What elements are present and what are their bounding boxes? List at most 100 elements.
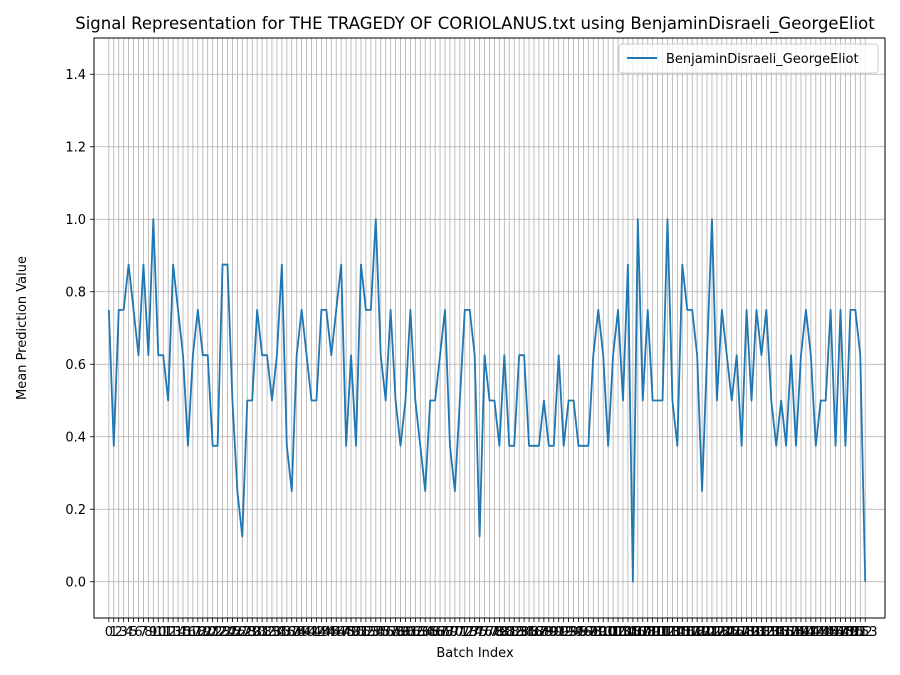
x-tick-label: 110 <box>640 625 665 640</box>
x-tick-label: 36 <box>279 625 296 640</box>
x-tick-label: 51 <box>353 625 370 640</box>
x-tick-label: 91 <box>550 625 567 640</box>
x-tick-label: 136 <box>769 625 794 640</box>
x-tick-label: 97 <box>580 625 597 640</box>
x-tick-label: 58 <box>387 625 404 640</box>
x-tick-label: 113 <box>655 625 680 640</box>
x-tick-label: 149 <box>833 625 858 640</box>
x-tick-label: 33 <box>264 625 281 640</box>
x-tick-label: 78 <box>486 625 503 640</box>
x-tick-label: 85 <box>521 625 538 640</box>
x-tick-label: 61 <box>402 625 419 640</box>
x-tick-label: 132 <box>749 625 774 640</box>
x-tick-label: 6 <box>134 625 142 640</box>
x-tick-label: 108 <box>630 625 655 640</box>
y-tick-label: 1.0 <box>65 213 86 228</box>
x-tick-label: 147 <box>823 625 848 640</box>
x-tick-label: 65 <box>422 625 439 640</box>
y-tick-label: 0.6 <box>65 358 86 373</box>
x-tick-label: 28 <box>239 625 256 640</box>
x-tick-label: 67 <box>432 625 449 640</box>
x-grid <box>108 38 866 618</box>
x-tick-label: 93 <box>560 625 577 640</box>
x-tick-label: 57 <box>382 625 399 640</box>
x-tick-label: 89 <box>541 625 558 640</box>
x-tick-label: 86 <box>526 625 543 640</box>
x-tick-label: 134 <box>759 625 784 640</box>
x-tick-label: 0 <box>105 625 113 640</box>
x-tick-label: 109 <box>635 625 660 640</box>
x-tick-label: 143 <box>803 625 828 640</box>
x-tick-label: 40 <box>298 625 315 640</box>
x-tick-label: 53 <box>363 625 380 640</box>
x-tick-label: 153 <box>853 625 878 640</box>
x-tick-label: 141 <box>793 625 818 640</box>
x-tick-label: 150 <box>838 625 863 640</box>
x-tick-label: 144 <box>808 625 833 640</box>
x-tick-label: 87 <box>531 625 548 640</box>
y-tick-label: 1.2 <box>65 140 86 155</box>
x-tick-label: 140 <box>789 625 814 640</box>
x-tick-label: 50 <box>348 625 365 640</box>
x-tick-label: 76 <box>476 625 493 640</box>
x-tick-label: 42 <box>308 625 325 640</box>
x-tick-label: 43 <box>313 625 330 640</box>
x-tick-label: 35 <box>274 625 291 640</box>
x-tick-label: 115 <box>665 625 690 640</box>
x-tick-label: 23 <box>214 625 231 640</box>
x-tick-label: 68 <box>437 625 454 640</box>
x-tick-label: 137 <box>774 625 799 640</box>
x-tick-label: 84 <box>516 625 533 640</box>
x-tick-label: 83 <box>511 625 528 640</box>
x-tick-label: 152 <box>848 625 873 640</box>
series-layer <box>107 218 867 583</box>
x-tick-label: 29 <box>244 625 261 640</box>
x-tick-label: 77 <box>481 625 498 640</box>
x-tick-label: 14 <box>170 625 187 640</box>
x-tick-label: 74 <box>466 625 483 640</box>
x-tick-label: 135 <box>764 625 789 640</box>
x-tick-label: 124 <box>709 625 734 640</box>
x-tick-label: 5 <box>129 625 137 640</box>
x-tick-label: 142 <box>798 625 823 640</box>
x-tick-label: 18 <box>190 625 207 640</box>
x-tick-label: 138 <box>779 625 804 640</box>
x-tick-label: 46 <box>328 625 345 640</box>
x-tick-label: 79 <box>491 625 508 640</box>
x-tick-label: 148 <box>828 625 853 640</box>
x-tick-label: 69 <box>442 625 459 640</box>
x-tick-label: 34 <box>269 625 286 640</box>
x-tick-label: 131 <box>744 625 769 640</box>
x-tick-label: 66 <box>427 625 444 640</box>
x-tick-label: 12 <box>160 625 177 640</box>
legend-box <box>618 43 879 74</box>
x-tick-label: 82 <box>506 625 523 640</box>
x-tick-label: 133 <box>754 625 779 640</box>
x-tick-label: 128 <box>729 625 754 640</box>
x-tick-label: 56 <box>377 625 394 640</box>
x-tick-label: 26 <box>229 625 246 640</box>
x-tick-label: 119 <box>685 625 710 640</box>
y-axis-label: Mean Prediction Value <box>15 256 30 400</box>
x-tick-label: 114 <box>660 625 685 640</box>
x-tick-label: 30 <box>249 625 266 640</box>
x-tick-label: 9 <box>149 625 157 640</box>
x-tick-label: 98 <box>585 625 602 640</box>
x-tick-label: 151 <box>843 625 868 640</box>
x-tick-label: 90 <box>545 625 562 640</box>
x-tick-label: 106 <box>620 625 645 640</box>
x-tick-label: 105 <box>616 625 641 640</box>
x-tick-label: 39 <box>293 625 310 640</box>
x-tick-label: 32 <box>259 625 276 640</box>
x-tick-label: 96 <box>575 625 592 640</box>
x-tick-label: 62 <box>407 625 424 640</box>
x-tick-label: 103 <box>606 625 631 640</box>
x-tick-label: 111 <box>645 625 670 640</box>
x-tick-label: 44 <box>318 625 335 640</box>
x-tick-label: 25 <box>224 625 241 640</box>
x-tick-label: 80 <box>496 625 513 640</box>
y-tick-label: 0.8 <box>65 285 86 300</box>
x-tick-label: 107 <box>625 625 650 640</box>
x-tick-label: 125 <box>714 625 739 640</box>
